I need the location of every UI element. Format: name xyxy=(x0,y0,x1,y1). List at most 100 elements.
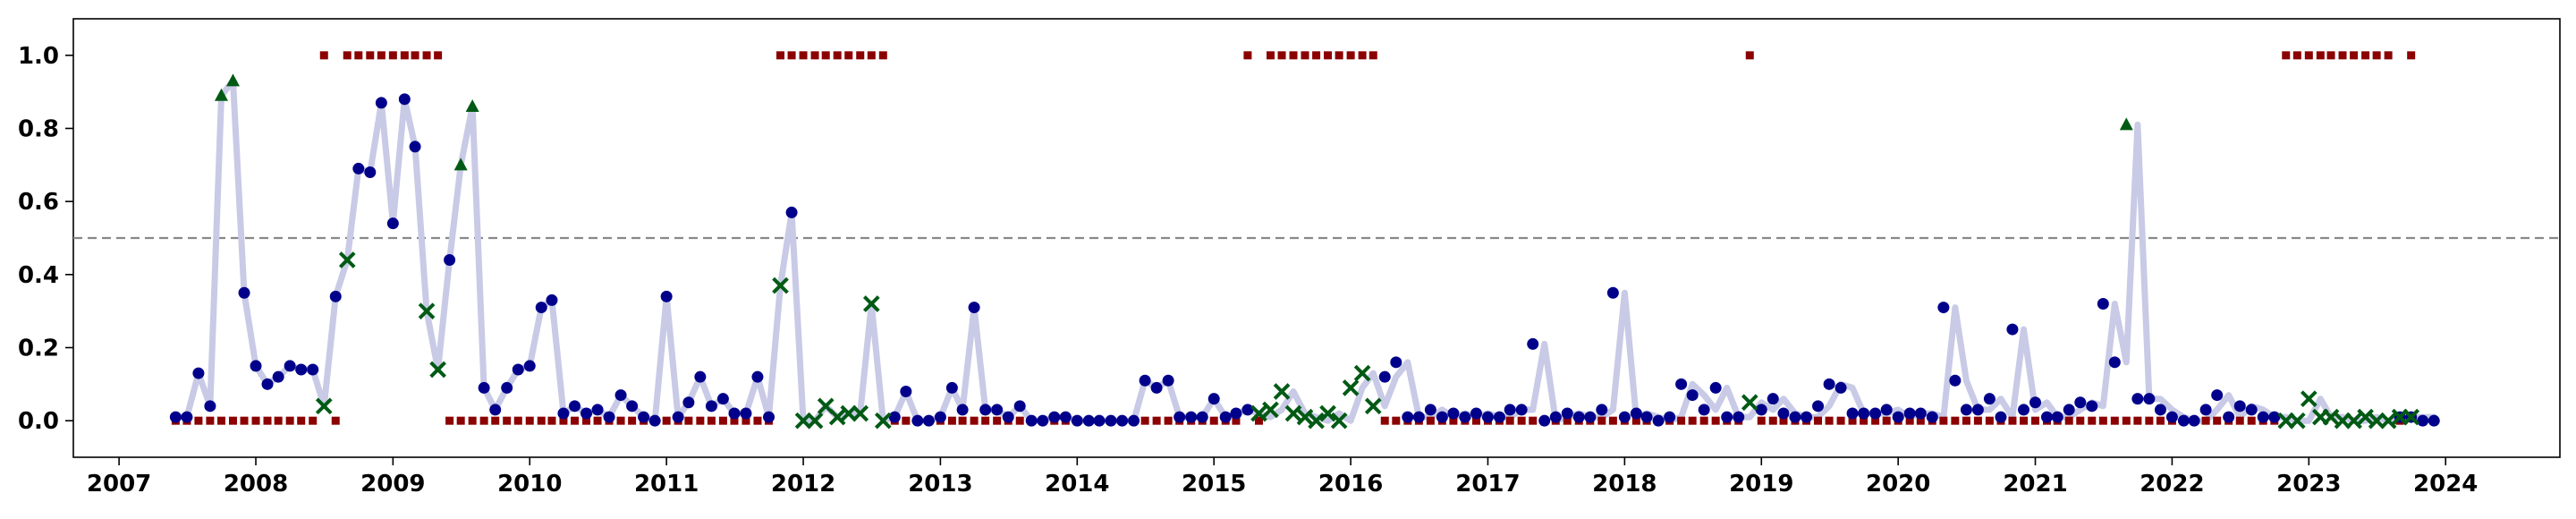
circle-marker xyxy=(2143,393,2156,405)
square-marker xyxy=(1243,51,1252,60)
square-marker xyxy=(2008,416,2017,425)
cross-marker xyxy=(1250,404,1267,422)
circle-marker xyxy=(1459,411,1471,423)
circle-marker xyxy=(638,411,650,423)
circle-marker xyxy=(1801,411,1813,423)
circle-marker xyxy=(728,407,741,420)
square-marker xyxy=(2326,51,2335,60)
circle-marker xyxy=(1048,411,1061,423)
square-marker xyxy=(297,416,306,425)
square-marker xyxy=(400,51,409,60)
square-marker xyxy=(263,416,272,425)
triangle-marker xyxy=(465,99,479,112)
circle-marker xyxy=(751,370,764,383)
square-marker xyxy=(1140,416,1149,425)
circle-marker xyxy=(1721,411,1733,423)
square-marker xyxy=(2145,416,2154,425)
square-marker xyxy=(662,416,671,425)
circle-marker xyxy=(2063,404,2075,416)
circle-marker xyxy=(1858,407,1870,420)
square-marker xyxy=(1563,416,1572,425)
circle-marker xyxy=(1037,414,1049,427)
square-marker xyxy=(1905,416,1914,425)
square-marker xyxy=(1631,416,1640,425)
x-tick-label: 2016 xyxy=(1318,471,1383,498)
cross-marker xyxy=(794,412,812,430)
square-marker xyxy=(479,416,488,425)
cross-marker xyxy=(1296,408,1314,426)
circle-marker xyxy=(1640,411,1653,423)
square-marker xyxy=(1277,51,1286,60)
circle-marker xyxy=(307,363,319,376)
square-marker xyxy=(2282,51,2291,60)
circle-marker xyxy=(1185,411,1198,423)
circle-marker xyxy=(1527,337,1539,350)
square-marker xyxy=(513,416,522,425)
square-marker xyxy=(856,51,865,60)
circle-marker xyxy=(603,411,615,423)
square-marker xyxy=(821,51,830,60)
square-marker xyxy=(251,416,260,425)
square-marker xyxy=(216,416,225,425)
x-tick-label: 2021 xyxy=(2003,471,2067,498)
square-marker xyxy=(1358,51,1367,60)
circle-marker xyxy=(1208,393,1220,405)
circle-marker xyxy=(1013,400,1026,413)
circle-marker xyxy=(1914,407,1927,420)
cross-marker xyxy=(1284,404,1302,422)
cross-marker xyxy=(1342,379,1360,396)
square-marker xyxy=(902,416,911,425)
circle-marker xyxy=(2428,414,2440,427)
circle-marker xyxy=(614,389,627,402)
circle-marker xyxy=(2177,414,2190,427)
circle-marker xyxy=(375,97,387,109)
circle-marker xyxy=(682,396,695,409)
square-marker xyxy=(2156,416,2165,425)
square-marker xyxy=(741,416,750,425)
circle-marker xyxy=(1082,414,1095,427)
square-marker xyxy=(1677,416,1686,425)
circle-marker xyxy=(2199,404,2212,416)
circle-marker xyxy=(1971,404,1984,416)
circle-marker xyxy=(1219,411,1232,423)
circle-marker xyxy=(1128,414,1140,427)
circle-marker xyxy=(1402,411,1414,423)
circle-marker xyxy=(1584,411,1597,423)
circle-marker xyxy=(1892,411,1904,423)
square-marker xyxy=(377,51,386,60)
square-marker xyxy=(1324,51,1333,60)
circle-marker xyxy=(2223,411,2235,423)
circle-marker xyxy=(272,370,284,383)
circle-marker xyxy=(1846,407,1859,420)
square-marker xyxy=(525,416,534,425)
square-marker xyxy=(1015,416,1024,425)
square-marker xyxy=(1951,416,1960,425)
circle-marker xyxy=(1926,411,1938,423)
circle-marker xyxy=(523,360,536,372)
square-marker xyxy=(707,416,716,425)
circle-marker xyxy=(1139,374,1151,387)
circle-marker xyxy=(1538,414,1551,427)
circle-marker xyxy=(1880,404,1893,416)
square-marker xyxy=(2304,51,2313,60)
circle-marker xyxy=(2131,393,2144,405)
circle-marker xyxy=(2165,411,2178,423)
square-marker xyxy=(274,416,283,425)
square-marker xyxy=(2292,51,2301,60)
square-marker xyxy=(411,51,419,60)
circle-marker xyxy=(1606,286,1619,299)
circle-marker xyxy=(694,370,707,383)
circle-marker xyxy=(1983,393,1996,405)
square-marker xyxy=(1449,416,1458,425)
circle-marker xyxy=(1767,393,1779,405)
square-marker xyxy=(468,416,477,425)
square-marker xyxy=(366,51,375,60)
circle-marker xyxy=(546,294,558,306)
cross-marker xyxy=(772,277,789,294)
circle-marker xyxy=(1572,411,1585,423)
square-marker xyxy=(1814,416,1823,425)
square-marker xyxy=(2020,416,2029,425)
circle-marker xyxy=(386,217,399,230)
square-marker xyxy=(776,51,785,60)
